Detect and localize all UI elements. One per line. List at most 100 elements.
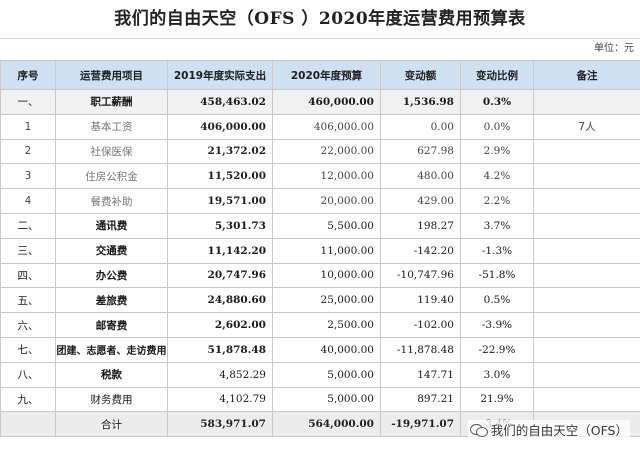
cell-actual-2019: 406,000.00 xyxy=(167,113,273,140)
table-row: 2 社保医保 21,372.02 22,000.00 627.98 2.9% xyxy=(0,138,640,165)
cell-actual-2019: 2,602.00 xyxy=(167,312,273,338)
cell-budget-2020: 406,000.00 xyxy=(272,113,381,140)
header-actual-2019: 2019年度实际支出 xyxy=(167,60,273,90)
cell-item: 差旅费 xyxy=(55,287,168,314)
cell-seq: 六、 xyxy=(0,312,56,338)
cell-budget-2020: 5,500.00 xyxy=(272,212,381,239)
cell-change: 1,536.98 xyxy=(380,89,461,115)
cell-budget-2020: 20,000.00 xyxy=(272,188,381,214)
cell-seq: 二、 xyxy=(0,212,56,239)
cell-ratio: 2.9% xyxy=(460,138,534,165)
cell-item: 交通费 xyxy=(55,237,168,264)
watermark: 我们的自由天空（OFS） xyxy=(467,420,630,439)
header-budget-2020: 2020年度预算 xyxy=(272,60,381,90)
cell-ratio: 0.5% xyxy=(460,287,534,314)
cell-ratio: 2.2% xyxy=(460,188,534,214)
budget-table: 序号 运营费用项目 2019年度实际支出 2020年度预算 变动额 变动比例 备… xyxy=(0,60,640,438)
cell-seq: 八、 xyxy=(0,361,56,388)
cell-seq: 五、 xyxy=(0,287,56,314)
table-row: 四、 办公费 20,747.96 10,000.00 -10,747.96 -5… xyxy=(0,262,640,289)
cell-budget-2020: 22,000.00 xyxy=(272,138,381,165)
cell-budget-2020: 11,000.00 xyxy=(272,237,381,264)
cell-actual-2019: 458,463.02 xyxy=(167,89,273,115)
wechat-icon xyxy=(469,423,488,437)
watermark-text: 我们的自由天空（OFS） xyxy=(490,423,628,438)
cell-note xyxy=(533,386,640,413)
cell-item: 餐费补助 xyxy=(55,188,168,214)
cell-budget-2020: 460,000.00 xyxy=(272,89,381,115)
cell-note xyxy=(533,138,640,165)
cell-ratio: -3.9% xyxy=(460,312,534,338)
cell-item: 办公费 xyxy=(55,262,168,289)
cell-seq: 一、 xyxy=(0,89,56,115)
cell-actual-2019: 51,878.48 xyxy=(167,336,273,363)
table-row: 1 基本工资 406,000.00 406,000.00 0.00 0.0% 7… xyxy=(0,113,640,140)
cell-actual-2019: 11,142.20 xyxy=(167,237,273,264)
cell-budget-2020: 2,500.00 xyxy=(272,312,381,338)
cell-seq: 1 xyxy=(0,113,56,140)
cell-item: 通讯费 xyxy=(55,212,168,239)
cell-note xyxy=(533,212,640,239)
cell-budget-2020: 25,000.00 xyxy=(272,287,381,314)
cell-seq: 九、 xyxy=(0,386,56,413)
cell-item: 住房公积金 xyxy=(55,163,168,190)
cell-seq: 3 xyxy=(0,163,56,190)
table-row: 七、 团建、志愿者、走访费用 51,878.48 40,000.00 -11,8… xyxy=(0,336,640,363)
cell-note xyxy=(533,287,640,314)
cell-actual-2019: 21,372.02 xyxy=(167,138,273,165)
cell-budget-2020: 564,000.00 xyxy=(272,411,381,438)
header-item: 运营费用项目 xyxy=(55,60,168,90)
cell-item: 职工薪酬 xyxy=(55,89,168,115)
total-row: 合计 583,971.07 564,000.00 -19,971.07 -3.4… xyxy=(0,411,640,438)
table-row: 二、 通讯费 5,301.73 5,500.00 198.27 3.7% xyxy=(0,212,640,239)
cell-item: 财务费用 xyxy=(55,386,168,413)
cell-note xyxy=(533,336,640,363)
cell-item: 基本工资 xyxy=(55,113,168,140)
cell-seq: 四、 xyxy=(0,262,56,289)
header-seq: 序号 xyxy=(0,60,56,90)
cell-ratio: 3.0% xyxy=(460,361,534,388)
table-row: 3 住房公积金 11,520.00 12,000.00 480.00 4.2% xyxy=(0,163,640,190)
header-note: 备注 xyxy=(533,60,640,90)
cell-actual-2019: 4,102.79 xyxy=(167,386,273,413)
cell-actual-2019: 11,520.00 xyxy=(167,163,273,190)
cell-budget-2020: 10,000.00 xyxy=(272,262,381,289)
unit-label: 单位：元 xyxy=(594,43,634,54)
cell-item: 税款 xyxy=(55,361,168,388)
cell-budget-2020: 12,000.00 xyxy=(272,163,381,190)
cell-change: 0.00 xyxy=(380,113,461,140)
table-row: 三、 交通费 11,142.20 11,000.00 -142.20 -1.3% xyxy=(0,237,640,264)
cell-change: 897.21 xyxy=(380,386,461,413)
cell-note xyxy=(533,361,640,388)
cell-seq: 三、 xyxy=(0,237,56,264)
cell-ratio: -51.8% xyxy=(460,262,534,289)
cell-ratio: 0.0% xyxy=(460,113,534,140)
cell-seq xyxy=(0,411,56,438)
cell-note xyxy=(533,262,640,289)
cell-change: 480.00 xyxy=(380,163,461,190)
cell-item: 邮寄费 xyxy=(55,312,168,338)
table-row: 八、 税款 4,852.29 5,000.00 147.71 3.0% xyxy=(0,361,640,388)
cell-change: 627.98 xyxy=(380,138,461,165)
cell-ratio: -1.3% xyxy=(460,237,534,264)
cell-seq: 七、 xyxy=(0,336,56,363)
cell-actual-2019: 5,301.73 xyxy=(167,212,273,239)
cell-ratio: 21.9% xyxy=(460,386,534,413)
cell-change: 147.71 xyxy=(380,361,461,388)
cell-ratio: 3.7% xyxy=(460,212,534,239)
cell-change: -102.00 xyxy=(380,312,461,338)
cell-change: -11,878.48 xyxy=(380,336,461,363)
cell-item: 团建、志愿者、走访费用 xyxy=(55,336,168,363)
cell-actual-2019: 20,747.96 xyxy=(167,262,273,289)
cell-change: -142.20 xyxy=(380,237,461,264)
cell-note xyxy=(533,312,640,338)
header-ratio: 变动比例 xyxy=(460,60,534,90)
cell-change: -19,971.07 xyxy=(380,411,461,438)
cell-note: 7人 xyxy=(533,113,640,140)
cell-change: -10,747.96 xyxy=(380,262,461,289)
cell-item: 合计 xyxy=(55,411,168,438)
cell-change: 198.27 xyxy=(380,212,461,239)
table-row: 一、 职工薪酬 458,463.02 460,000.00 1,536.98 0… xyxy=(0,89,640,115)
cell-actual-2019: 583,971.07 xyxy=(167,411,273,438)
